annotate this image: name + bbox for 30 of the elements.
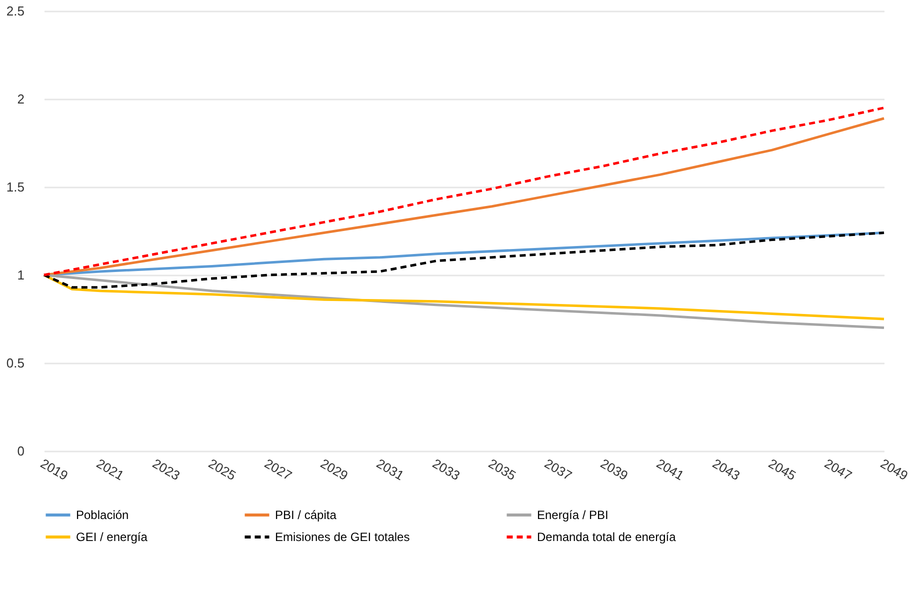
x-tick-label: 2041 (654, 456, 687, 484)
legend-label: Demanda total de energía (537, 530, 676, 544)
y-tick-label: 1.5 (6, 180, 24, 194)
y-tick-label: 1 (17, 268, 24, 282)
y-tick-label: 2 (17, 92, 24, 106)
x-tick-label: 2021 (94, 456, 127, 484)
x-tick-label: 2029 (318, 456, 351, 484)
x-tick-label: 2047 (822, 456, 855, 484)
x-tick-label: 2045 (766, 456, 799, 484)
x-tick-label: 2037 (542, 456, 575, 484)
x-tick-label: 2027 (262, 456, 295, 484)
x-tick-label: 2025 (206, 456, 239, 484)
y-tick-label: 0.5 (6, 356, 24, 370)
legend-label: Emisiones de GEI totales (275, 530, 410, 544)
line-series (42, 274, 886, 320)
x-tick-label: 2043 (710, 456, 743, 484)
legend-label: Energía / PBI (537, 508, 608, 522)
line-series (42, 232, 886, 289)
x-tick-label: 2023 (150, 456, 183, 484)
y-tick-label: 2.5 (6, 4, 24, 18)
legend-label: GEI / energía (76, 530, 148, 544)
x-tick-label: 2031 (374, 456, 407, 484)
x-tick-label: 2035 (486, 456, 519, 484)
y-tick-label: 0 (17, 444, 24, 458)
legend-label: Población (76, 508, 129, 522)
legend-label: PBI / cápita (275, 508, 337, 522)
x-tick-label: 2049 (878, 456, 911, 484)
x-tick-label: 2039 (598, 456, 631, 484)
x-tick-label: 2033 (430, 456, 463, 484)
x-tick-label: 2019 (38, 456, 71, 484)
